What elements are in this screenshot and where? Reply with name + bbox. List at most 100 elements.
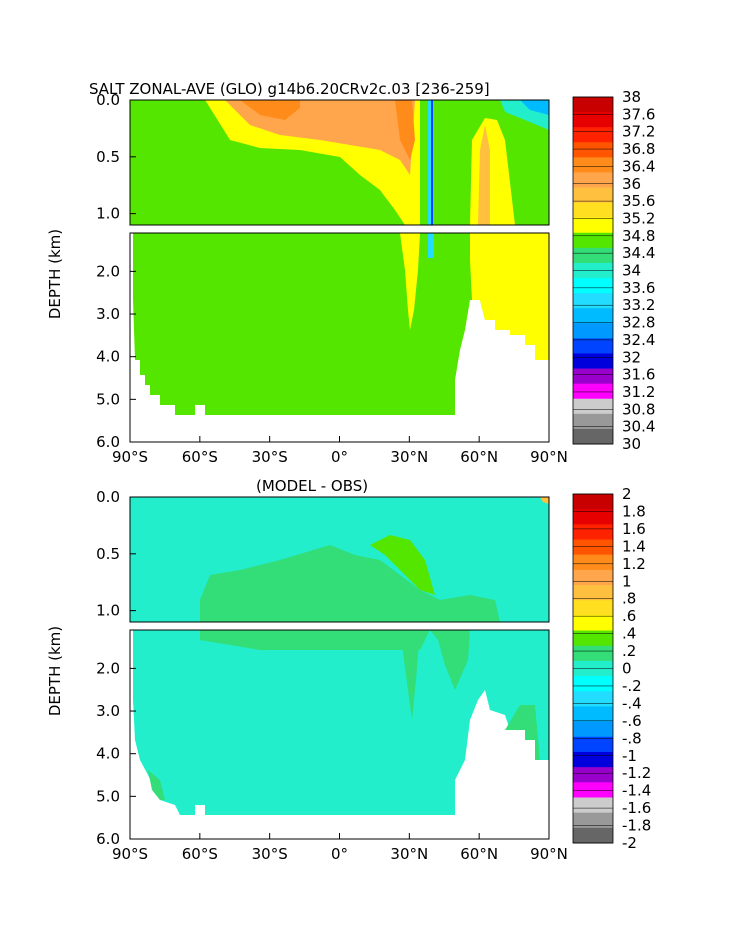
salt-x-tick-label: 90°S bbox=[112, 448, 148, 466]
bias-colorbar-label: .2 bbox=[622, 642, 636, 660]
bias-field-positive-strong bbox=[370, 535, 435, 595]
bias-y-tick-label: 0.5 bbox=[96, 545, 120, 563]
bias-field-negative bbox=[430, 505, 495, 550]
bias-x-tick-label: 60°S bbox=[182, 845, 218, 863]
salt-field-arctic-orange bbox=[478, 125, 490, 225]
bias-colorbar-swatch bbox=[573, 767, 613, 783]
bias-y-tick-label: 4.0 bbox=[96, 745, 120, 763]
bias-colorbar-swatch bbox=[573, 554, 613, 571]
bias-colorbar-swatch bbox=[573, 751, 613, 768]
bias-colorbar-label: 1 bbox=[622, 572, 632, 590]
bias-colorbar-label: .6 bbox=[622, 607, 636, 625]
salt-colorbar-label: 36 bbox=[622, 175, 641, 193]
salt-y-axis-label: DEPTH (km) bbox=[46, 229, 64, 319]
salt-colorbar-label: 32 bbox=[622, 348, 641, 366]
bias-panel: (MODEL - OBS) 90°S 60°S 30°S 0° 30°N 60°N 90°N… bbox=[46, 477, 568, 863]
salt-x-tick-label: 90°N bbox=[530, 448, 568, 466]
salt-field-arctic-surface bbox=[520, 100, 549, 115]
salt-colorbar-swatch bbox=[573, 413, 613, 430]
salt-panel: SALT ZONAL-AVE (GLO) g14b6.20CRv2c.03 [2… bbox=[46, 80, 568, 466]
bias-colorbar-label: .4 bbox=[622, 625, 636, 643]
salt-colorbar-label: 31.6 bbox=[622, 366, 655, 384]
bias-colorbar-label: -.4 bbox=[622, 694, 642, 712]
bias-y-axis-label: DEPTH (km) bbox=[46, 626, 64, 716]
bias-field-arctic-pos bbox=[540, 497, 549, 504]
salt-field-orange-deep bbox=[395, 100, 415, 160]
bias-colorbar-swatch bbox=[573, 797, 613, 814]
bias-field-positive bbox=[200, 497, 549, 622]
salt-field-deep-green bbox=[133, 233, 549, 415]
salt-colorbar-label: 34.4 bbox=[622, 244, 655, 262]
salt-colorbar-label: 30 bbox=[622, 435, 641, 453]
bias-colorbar-swatch bbox=[573, 691, 613, 707]
bias-colorbar-swatch bbox=[573, 569, 613, 586]
salt-colorbar-label: 35.6 bbox=[622, 192, 655, 210]
bias-colorbar-swatch bbox=[573, 539, 613, 556]
salt-colorbar-swatch bbox=[573, 112, 613, 128]
salt-colorbar-swatch bbox=[573, 187, 613, 204]
bias-x-tick-label: 60°N bbox=[460, 845, 498, 863]
salt-colorbar-label: 38 bbox=[622, 88, 641, 106]
bias-y-tick-label: 5.0 bbox=[96, 787, 120, 805]
salt-colorbar-label: 32.8 bbox=[622, 314, 655, 332]
salt-axes: 90°S 60°S 30°S 0° 30°N 60°N 90°N 0.0 0.5 1.0 2.0 3.… bbox=[46, 91, 568, 466]
bias-x-tick-label: 0° bbox=[331, 845, 348, 863]
salt-colorbar-label: 34 bbox=[622, 262, 641, 280]
bias-field-deep-negative bbox=[133, 630, 549, 815]
bias-y-tick-label: 2.0 bbox=[96, 659, 120, 677]
salt-field-orange-core bbox=[225, 100, 415, 175]
bias-colorbar-swatch bbox=[573, 706, 613, 723]
salt-colorbar-swatch bbox=[573, 428, 613, 445]
salt-y-tick-label: 0.0 bbox=[96, 91, 120, 109]
salt-colorbar-swatch bbox=[573, 293, 613, 309]
salt-field-low-green bbox=[150, 100, 230, 140]
salt-colorbar-label: 36.4 bbox=[622, 157, 655, 175]
salt-colorbar-label: 32.4 bbox=[622, 331, 655, 349]
salt-colorbar-swatch bbox=[573, 247, 613, 264]
bias-upper-frame bbox=[129, 496, 550, 623]
salt-x-tick-label: 0° bbox=[331, 448, 348, 466]
bias-colorbar-swatch bbox=[573, 645, 613, 662]
salt-colorbar-swatch bbox=[573, 323, 613, 339]
bias-colorbar-swatch bbox=[573, 721, 613, 738]
salt-colorbar-swatch bbox=[573, 398, 613, 415]
bias-colorbar-swatch bbox=[573, 615, 613, 632]
bias-colorbar-swatch bbox=[573, 782, 613, 798]
bias-colorbar-label: -.2 bbox=[622, 677, 642, 695]
bias-axes: 90°S 60°S 30°S 0° 30°N 60°N 90°N 0.0 0.5 1.0 2.0 3.… bbox=[46, 488, 568, 863]
salt-colorbar-swatch bbox=[573, 142, 613, 158]
salt-x-tick-label: 60°N bbox=[460, 448, 498, 466]
bias-y-tick-label: 6.0 bbox=[96, 830, 120, 848]
bias-colorbar-label: -1.2 bbox=[622, 764, 651, 782]
salt-colorbar-swatch bbox=[573, 383, 613, 400]
salt-colorbar-swatch bbox=[573, 338, 613, 354]
bias-colorbar-label: -.6 bbox=[622, 712, 642, 730]
bias-x-tick-label: 90°S bbox=[112, 845, 148, 863]
bias-colorbar-label: 1.4 bbox=[622, 537, 646, 555]
salt-colorbar: 3837.637.236.836.43635.635.234.834.43433… bbox=[572, 88, 655, 453]
bias-field-deep-positive bbox=[505, 705, 540, 760]
salt-y-tick-label: 6.0 bbox=[96, 433, 120, 451]
bias-x-tick-label: 30°S bbox=[252, 845, 288, 863]
bias-colorbar-label: .8 bbox=[622, 590, 636, 608]
salt-colorbar-swatch bbox=[573, 202, 613, 219]
salt-title: SALT ZONAL-AVE (GLO) g14b6.20CRv2c.03 [2… bbox=[89, 80, 490, 98]
salt-colorbar-swatch bbox=[573, 368, 613, 385]
salt-field-blue-strait bbox=[431, 100, 433, 225]
bias-colorbar-swatch bbox=[573, 600, 613, 616]
salt-upper-frame bbox=[129, 99, 550, 226]
salt-y-tick-label: 2.0 bbox=[96, 262, 120, 280]
salt-colorbar-swatch bbox=[573, 217, 613, 234]
bias-colorbar-swatch bbox=[573, 676, 613, 692]
bias-colorbar-label: -1.6 bbox=[622, 799, 651, 817]
bias-colorbar-swatch bbox=[573, 736, 613, 753]
bias-y-tick-label: 0.0 bbox=[96, 488, 120, 506]
bias-colorbar-label: -1 bbox=[622, 747, 637, 765]
salt-y-tick-label: 5.0 bbox=[96, 390, 120, 408]
bias-y-tick-label: 1.0 bbox=[96, 602, 120, 620]
bias-field-deep-positive bbox=[148, 770, 165, 800]
salt-colorbar-swatch bbox=[573, 157, 613, 173]
salt-y-tick-label: 1.0 bbox=[96, 205, 120, 223]
salt-x-tick-label: 60°S bbox=[182, 448, 218, 466]
bias-colorbar-swatch bbox=[573, 630, 613, 647]
